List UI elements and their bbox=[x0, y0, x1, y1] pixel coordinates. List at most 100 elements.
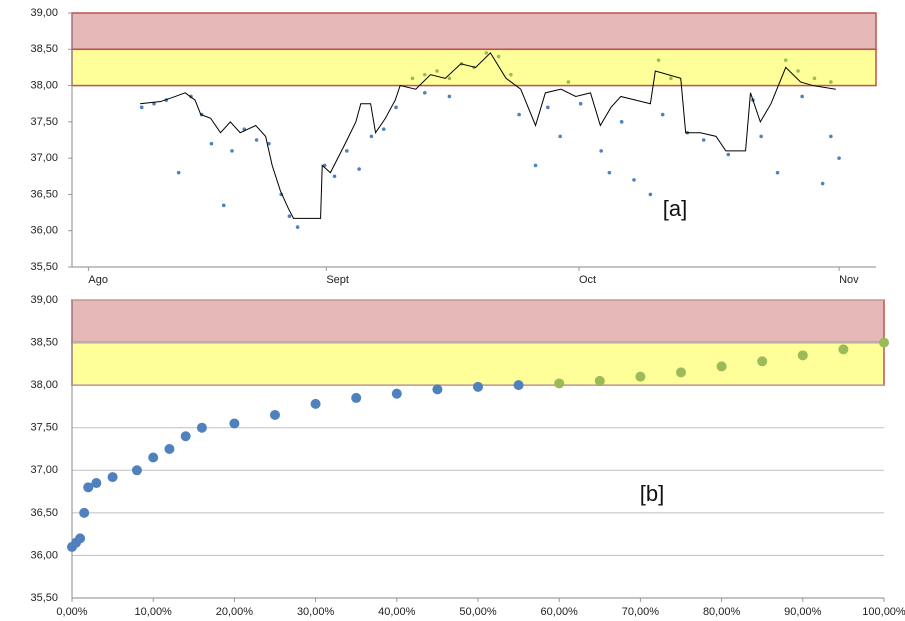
data-point bbox=[558, 134, 562, 139]
x-tick-label: Oct bbox=[579, 274, 596, 286]
data-point bbox=[432, 384, 443, 395]
data-point bbox=[484, 51, 489, 55]
y-tick-label: 35,50 bbox=[30, 261, 58, 273]
data-point bbox=[829, 134, 833, 139]
data-point bbox=[594, 375, 605, 386]
data-point bbox=[287, 214, 292, 218]
data-point bbox=[660, 112, 665, 117]
data-point bbox=[410, 76, 415, 81]
data-point bbox=[91, 478, 102, 489]
y-tick-label: 39,00 bbox=[30, 294, 58, 306]
y-tick-label: 35,50 bbox=[30, 592, 58, 604]
y-tick-label: 36,00 bbox=[30, 549, 58, 561]
x-tick-label: 0,00% bbox=[56, 606, 87, 618]
data-point bbox=[757, 356, 768, 367]
data-point bbox=[180, 431, 191, 442]
data-point bbox=[607, 170, 612, 175]
data-point bbox=[164, 444, 175, 454]
data-point bbox=[701, 138, 706, 142]
data-point bbox=[230, 149, 234, 153]
data-point bbox=[509, 72, 513, 77]
y-tick-label: 38,50 bbox=[30, 336, 58, 348]
data-point bbox=[820, 181, 825, 186]
data-point bbox=[578, 101, 583, 106]
data-point bbox=[676, 367, 686, 378]
y-tick-label: 38,00 bbox=[30, 379, 58, 391]
data-point bbox=[381, 127, 386, 131]
y-tick-label: 39,00 bbox=[30, 7, 58, 19]
data-point bbox=[267, 141, 271, 146]
data-point bbox=[838, 344, 849, 355]
data-point bbox=[209, 141, 214, 146]
series-line bbox=[140, 52, 836, 219]
data-point bbox=[391, 388, 402, 399]
data-point bbox=[635, 371, 646, 382]
data-point bbox=[800, 94, 804, 99]
data-point bbox=[879, 337, 889, 348]
data-point bbox=[619, 120, 624, 124]
data-point bbox=[783, 58, 788, 62]
data-point bbox=[546, 105, 550, 110]
data-point bbox=[716, 361, 727, 372]
data-point bbox=[332, 174, 337, 179]
data-point bbox=[107, 472, 118, 483]
data-point bbox=[566, 80, 571, 84]
x-tick-label: 40,00% bbox=[378, 606, 416, 618]
data-point bbox=[176, 170, 181, 175]
data-point bbox=[599, 149, 603, 153]
data-point bbox=[775, 170, 780, 175]
data-point bbox=[139, 105, 144, 110]
data-point bbox=[310, 398, 321, 409]
data-point bbox=[357, 167, 361, 171]
data-point bbox=[422, 91, 427, 95]
data-point bbox=[270, 409, 280, 420]
y-tick-label: 37,50 bbox=[30, 422, 58, 434]
data-point bbox=[656, 58, 661, 62]
data-point bbox=[148, 452, 159, 463]
data-point bbox=[632, 178, 636, 182]
data-point bbox=[131, 465, 142, 476]
x-tick-label: 100,00% bbox=[862, 606, 905, 618]
data-point bbox=[394, 105, 398, 110]
data-point bbox=[295, 225, 300, 229]
data-point bbox=[422, 72, 427, 77]
x-tick-label: 20,00% bbox=[216, 606, 254, 618]
x-tick-label: 80,00% bbox=[703, 606, 741, 618]
x-tick-label: Nov bbox=[839, 274, 859, 286]
data-point bbox=[351, 392, 362, 403]
x-tick-label: 10,00% bbox=[135, 606, 173, 618]
data-point bbox=[513, 380, 524, 391]
data-point bbox=[369, 134, 374, 139]
data-point bbox=[79, 507, 90, 518]
data-point bbox=[435, 69, 439, 73]
threshold-band bbox=[71, 341, 885, 386]
data-point bbox=[345, 149, 349, 153]
data-point bbox=[797, 350, 808, 361]
x-tick-label: Ago bbox=[88, 274, 108, 286]
x-tick-label: 70,00% bbox=[622, 606, 660, 618]
data-point bbox=[837, 156, 841, 160]
data-point bbox=[496, 54, 501, 59]
data-point bbox=[726, 152, 731, 157]
y-tick-label: 37,50 bbox=[30, 116, 58, 128]
y-tick-label: 36,00 bbox=[30, 225, 58, 237]
data-point bbox=[554, 378, 565, 389]
y-tick-label: 36,50 bbox=[30, 507, 58, 519]
data-point bbox=[812, 76, 817, 81]
panel-label: [a] bbox=[663, 196, 687, 221]
y-tick-label: 37,00 bbox=[30, 464, 58, 476]
data-point bbox=[759, 134, 763, 139]
threshold-band bbox=[71, 12, 877, 51]
y-tick-label: 38,00 bbox=[30, 79, 58, 91]
y-tick-label: 38,50 bbox=[30, 43, 58, 55]
data-point bbox=[229, 418, 240, 429]
x-tick-label: 30,00% bbox=[297, 606, 335, 618]
data-point bbox=[669, 76, 673, 81]
data-point bbox=[517, 112, 521, 117]
data-point bbox=[196, 422, 207, 433]
data-point bbox=[83, 482, 94, 493]
data-point bbox=[648, 192, 653, 197]
data-point bbox=[75, 533, 86, 544]
data-point bbox=[221, 203, 226, 208]
